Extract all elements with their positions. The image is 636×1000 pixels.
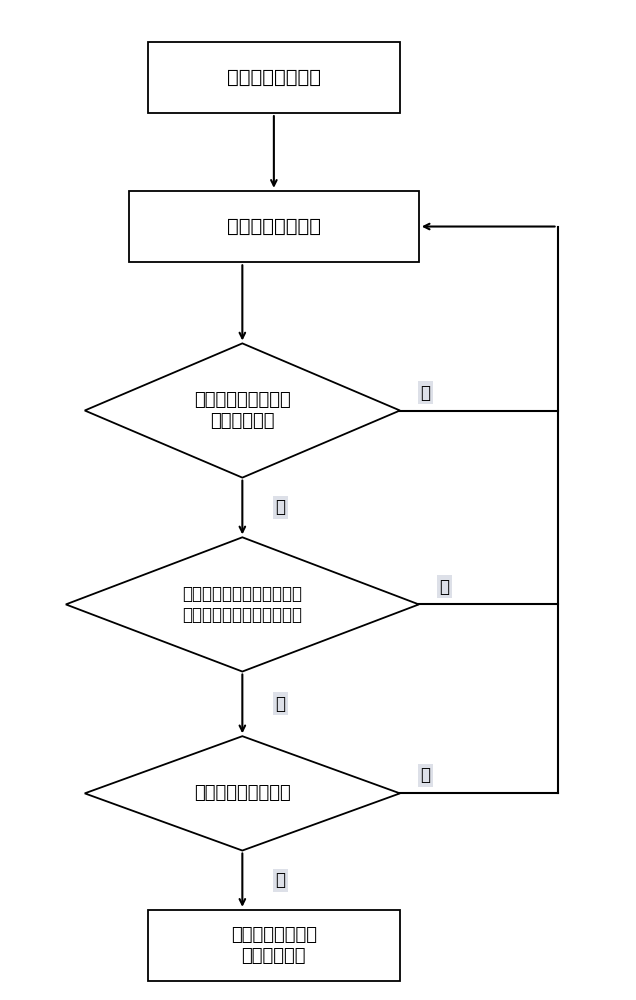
Text: 否: 否 xyxy=(275,871,285,889)
Polygon shape xyxy=(85,736,400,851)
Text: 是: 是 xyxy=(275,498,285,516)
Text: 是: 是 xyxy=(275,695,285,713)
Text: 待检刀片上具有断
痕，裁床停机: 待检刀片上具有断 痕，裁床停机 xyxy=(231,926,317,965)
Text: 是: 是 xyxy=(420,766,430,784)
Text: 待检刀片的当前旋转角度是
否在预设的旋转角度范围内: 待检刀片的当前旋转角度是 否在预设的旋转角度范围内 xyxy=(183,585,302,624)
Text: 上刀过程或下刀过程: 上刀过程或下刀过程 xyxy=(194,784,291,802)
Text: 检测组件进行检测: 检测组件进行检测 xyxy=(227,217,321,236)
Text: 是否接收到激光接收
器的反馈信号: 是否接收到激光接收 器的反馈信号 xyxy=(194,391,291,430)
Polygon shape xyxy=(66,537,419,672)
Text: 否: 否 xyxy=(439,578,449,596)
Bar xyxy=(148,910,400,981)
Text: 否: 否 xyxy=(420,384,430,402)
Text: 裁床进入裁剪过程: 裁床进入裁剪过程 xyxy=(227,68,321,87)
Bar xyxy=(129,191,419,262)
Bar xyxy=(148,42,400,113)
Polygon shape xyxy=(85,343,400,478)
